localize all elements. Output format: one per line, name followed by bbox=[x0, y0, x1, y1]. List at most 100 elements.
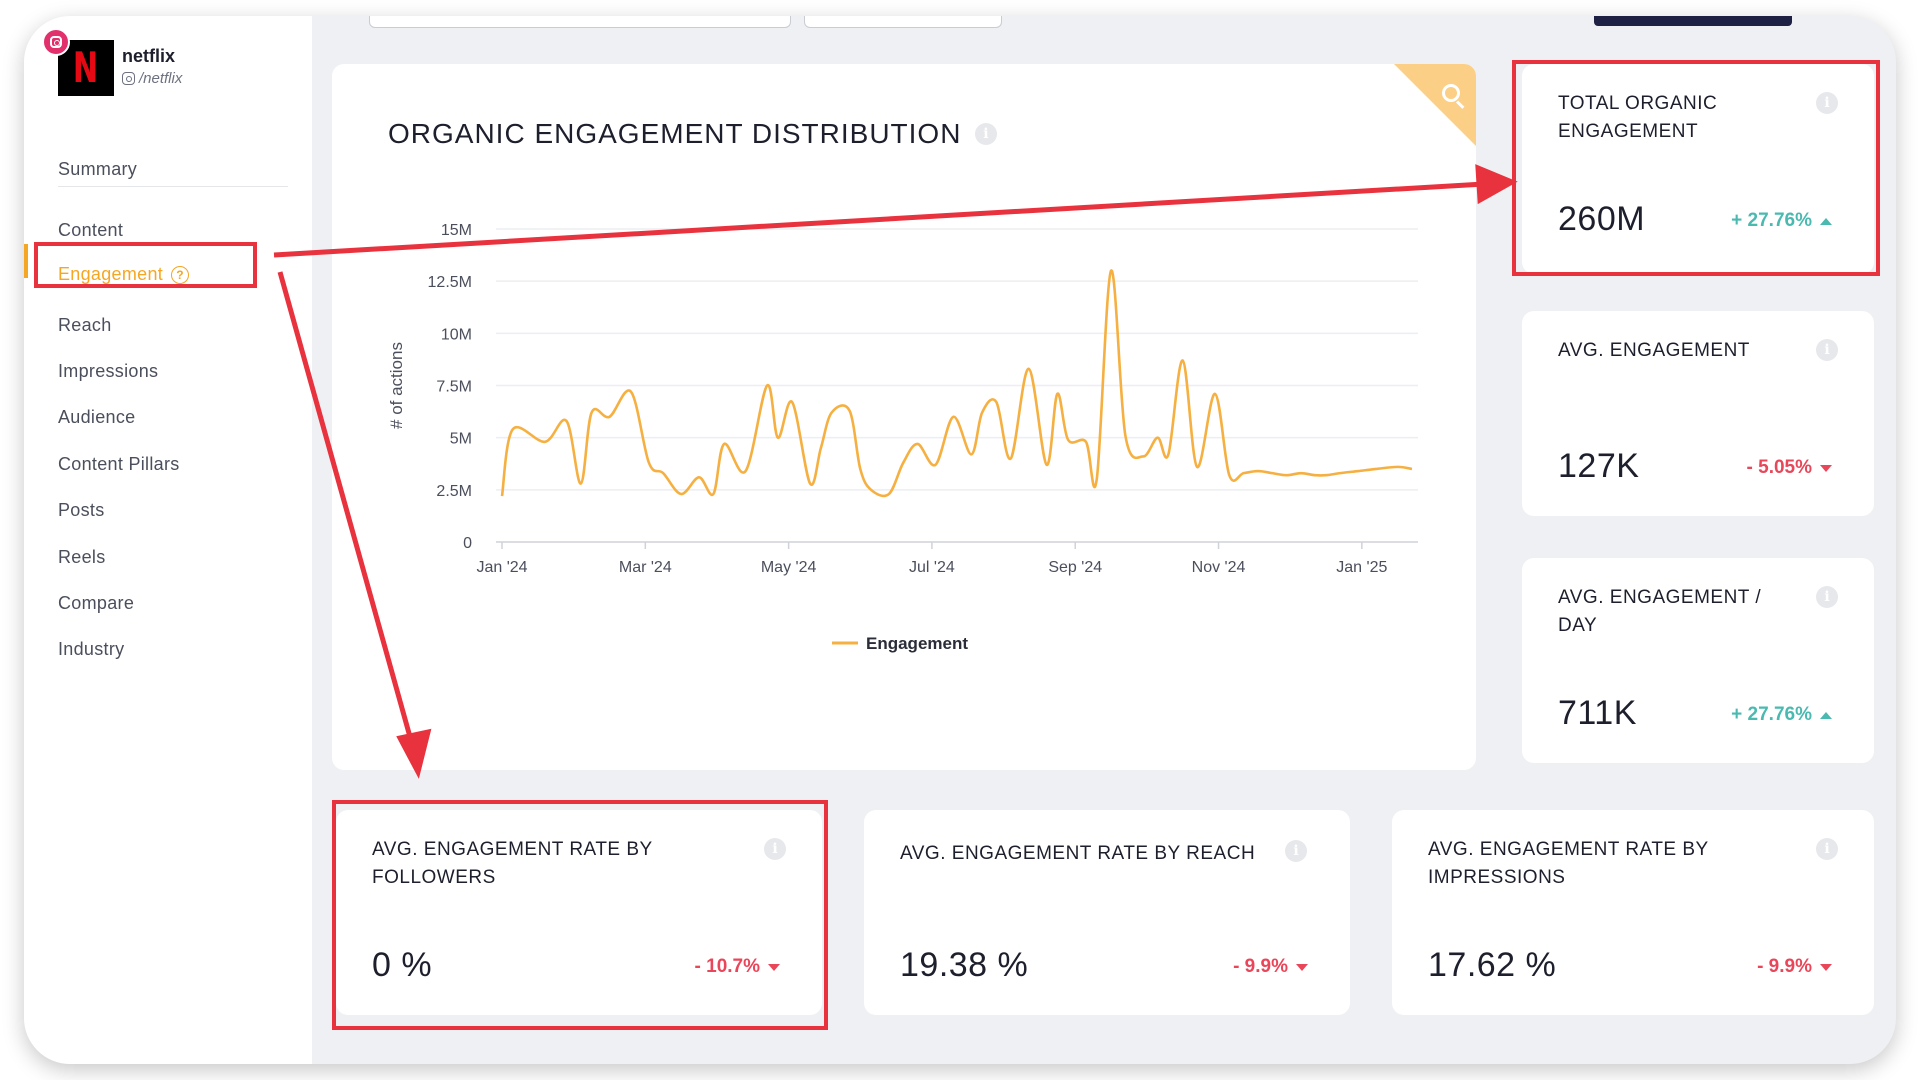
metric-title: AVG. ENGAGEMENT / DAY bbox=[1558, 587, 1762, 636]
info-icon[interactable]: i bbox=[1816, 586, 1838, 608]
y-tick-label: 0 bbox=[463, 535, 472, 552]
sidebar-item-reach[interactable]: Reach bbox=[58, 315, 112, 336]
metric-card-total-engagement: TOTAL ORGANIC ENGAGEMENT i 260M + 27.76% bbox=[1522, 64, 1874, 274]
sidebar: N netflix /netflix Summary Content Engag… bbox=[24, 16, 312, 1064]
arrow-up-icon bbox=[1820, 711, 1832, 719]
chart-title: ORGANIC ENGAGEMENT DISTRIBUTION i bbox=[388, 118, 998, 150]
sidebar-item-audience[interactable]: Audience bbox=[58, 407, 135, 428]
instagram-small-icon bbox=[122, 72, 135, 85]
x-tick-label: May '24 bbox=[761, 559, 817, 576]
delta-text: - 9.9% bbox=[1757, 956, 1812, 977]
sidebar-item-label: Compare bbox=[58, 593, 135, 613]
metric-title: TOTAL ORGANIC ENGAGEMENT bbox=[1558, 93, 1718, 142]
engagement-line-chart: 0 2.5M 5M 7.5M 10M 12.5M 15M Jan '24 Mar '24 May … bbox=[387, 222, 1418, 653]
sidebar-item-label: Posts bbox=[58, 500, 105, 520]
delta-text: - 5.05% bbox=[1746, 457, 1812, 478]
sidebar-item-summary[interactable]: Summary bbox=[58, 159, 137, 180]
y-axis-label: # of actions bbox=[387, 342, 406, 429]
arrow-down-icon bbox=[768, 963, 780, 971]
sidebar-item-label: Reels bbox=[58, 547, 106, 567]
legend-label: Engagement bbox=[866, 634, 968, 653]
metric-delta: - 10.7% bbox=[695, 956, 780, 978]
arrow-down-icon bbox=[1820, 963, 1832, 971]
y-tick-label: 5M bbox=[450, 431, 472, 448]
metric-delta: + 27.76% bbox=[1731, 704, 1832, 726]
instagram-icon bbox=[42, 28, 70, 56]
y-tick-label: 7.5M bbox=[436, 379, 472, 396]
delta-text: + 27.76% bbox=[1731, 210, 1812, 231]
date-range-stub[interactable] bbox=[804, 16, 1002, 28]
metric-title: AVG. ENGAGEMENT RATE BY IMPRESSIONS bbox=[1428, 839, 1709, 888]
sidebar-item-reels[interactable]: Reels bbox=[58, 547, 106, 568]
sidebar-item-impressions[interactable]: Impressions bbox=[58, 361, 158, 382]
info-icon[interactable]: i bbox=[1816, 92, 1838, 114]
y-tick-label: 15M bbox=[441, 222, 472, 239]
sidebar-item-engagement[interactable]: Engagement ? bbox=[58, 264, 190, 285]
active-indicator bbox=[24, 244, 28, 278]
help-icon[interactable]: ? bbox=[171, 265, 190, 284]
arrow-head-right-icon bbox=[1475, 164, 1518, 205]
arrow-down-icon bbox=[1296, 963, 1308, 971]
metric-value: 17.62 % bbox=[1428, 946, 1557, 984]
x-tick-label: Nov '24 bbox=[1192, 559, 1246, 576]
metric-title: AVG. ENGAGEMENT RATE BY FOLLOWERS bbox=[372, 839, 653, 888]
sidebar-item-label: Content Pillars bbox=[58, 454, 180, 474]
metric-delta: + 27.76% bbox=[1731, 210, 1832, 232]
x-tick-label: Jul '24 bbox=[909, 559, 955, 576]
chart-title-text: ORGANIC ENGAGEMENT DISTRIBUTION bbox=[388, 118, 962, 149]
x-tick-label: Mar '24 bbox=[619, 559, 672, 576]
sidebar-item-label: Industry bbox=[58, 639, 125, 659]
search-icon[interactable] bbox=[1436, 80, 1470, 114]
x-tick-label: Jan '25 bbox=[1336, 559, 1387, 576]
series-line-engagement bbox=[500, 269, 1413, 498]
sidebar-item-content[interactable]: Content bbox=[58, 220, 123, 241]
info-icon[interactable]: i bbox=[1285, 840, 1307, 862]
metric-value: 0 % bbox=[372, 946, 433, 984]
metric-delta: - 9.9% bbox=[1757, 956, 1832, 978]
filter-dropdown-stub[interactable] bbox=[369, 16, 791, 28]
metric-value: 260M bbox=[1558, 200, 1646, 238]
x-tick-label: Sep '24 bbox=[1048, 559, 1102, 576]
sidebar-item-industry[interactable]: Industry bbox=[58, 639, 124, 660]
highlight-box-engagement-nav bbox=[34, 242, 257, 288]
sidebar-item-posts[interactable]: Posts bbox=[58, 500, 105, 521]
metric-value: 19.38 % bbox=[900, 946, 1029, 984]
delta-text: + 27.76% bbox=[1731, 704, 1812, 725]
profile-header[interactable]: N netflix /netflix bbox=[42, 28, 298, 100]
x-tick-label: Jan '24 bbox=[476, 559, 527, 576]
metric-value: 711K bbox=[1558, 694, 1637, 732]
sidebar-item-label: Summary bbox=[58, 159, 138, 179]
y-tick-label: 2.5M bbox=[436, 483, 472, 500]
logo-letter: N bbox=[73, 43, 99, 92]
y-tick-label: 12.5M bbox=[428, 274, 472, 291]
sidebar-item-label: Reach bbox=[58, 315, 112, 335]
arrow-up-icon bbox=[1820, 217, 1832, 225]
delta-text: - 10.7% bbox=[694, 956, 760, 977]
metric-card-rate-followers: AVG. ENGAGEMENT RATE BY FOLLOWERS i 0 % … bbox=[336, 810, 822, 1015]
profile-name: netflix bbox=[122, 46, 176, 66]
nav-divider bbox=[58, 186, 288, 187]
arrow-down-icon bbox=[1820, 464, 1832, 472]
y-tick-label: 10M bbox=[441, 326, 472, 343]
metric-card-avg-engagement: AVG. ENGAGEMENT i 127K - 5.05% bbox=[1522, 311, 1874, 516]
metric-value: 127K bbox=[1558, 447, 1640, 485]
info-icon[interactable]: i bbox=[975, 123, 998, 145]
action-button-stub[interactable] bbox=[1594, 16, 1792, 26]
metric-title: AVG. ENGAGEMENT bbox=[1558, 340, 1750, 361]
sidebar-item-label: Content bbox=[58, 220, 124, 240]
sidebar-item-compare[interactable]: Compare bbox=[58, 593, 134, 614]
highlight-box-rate-followers bbox=[332, 800, 828, 1030]
metric-delta: - 9.9% bbox=[1233, 956, 1308, 978]
metric-delta: - 5.05% bbox=[1747, 457, 1832, 479]
info-icon[interactable]: i bbox=[1816, 339, 1838, 361]
metric-card-rate-reach: AVG. ENGAGEMENT RATE BY REACH i 19.38 % … bbox=[864, 810, 1350, 1015]
sidebar-item-label: Impressions bbox=[58, 361, 159, 381]
info-icon[interactable]: i bbox=[764, 838, 786, 860]
sidebar-item-content-pillars[interactable]: Content Pillars bbox=[58, 454, 180, 475]
profile-handle: /netflix bbox=[122, 70, 182, 87]
metric-card-avg-engagement-day: AVG. ENGAGEMENT / DAY i 711K + 27.76% bbox=[1522, 558, 1874, 763]
app-window: N netflix /netflix Summary Content Engag… bbox=[24, 16, 1896, 1064]
info-icon[interactable]: i bbox=[1816, 838, 1838, 860]
profile-handle-text: /netflix bbox=[139, 70, 183, 87]
highlight-box-total-engagement bbox=[1512, 60, 1880, 276]
